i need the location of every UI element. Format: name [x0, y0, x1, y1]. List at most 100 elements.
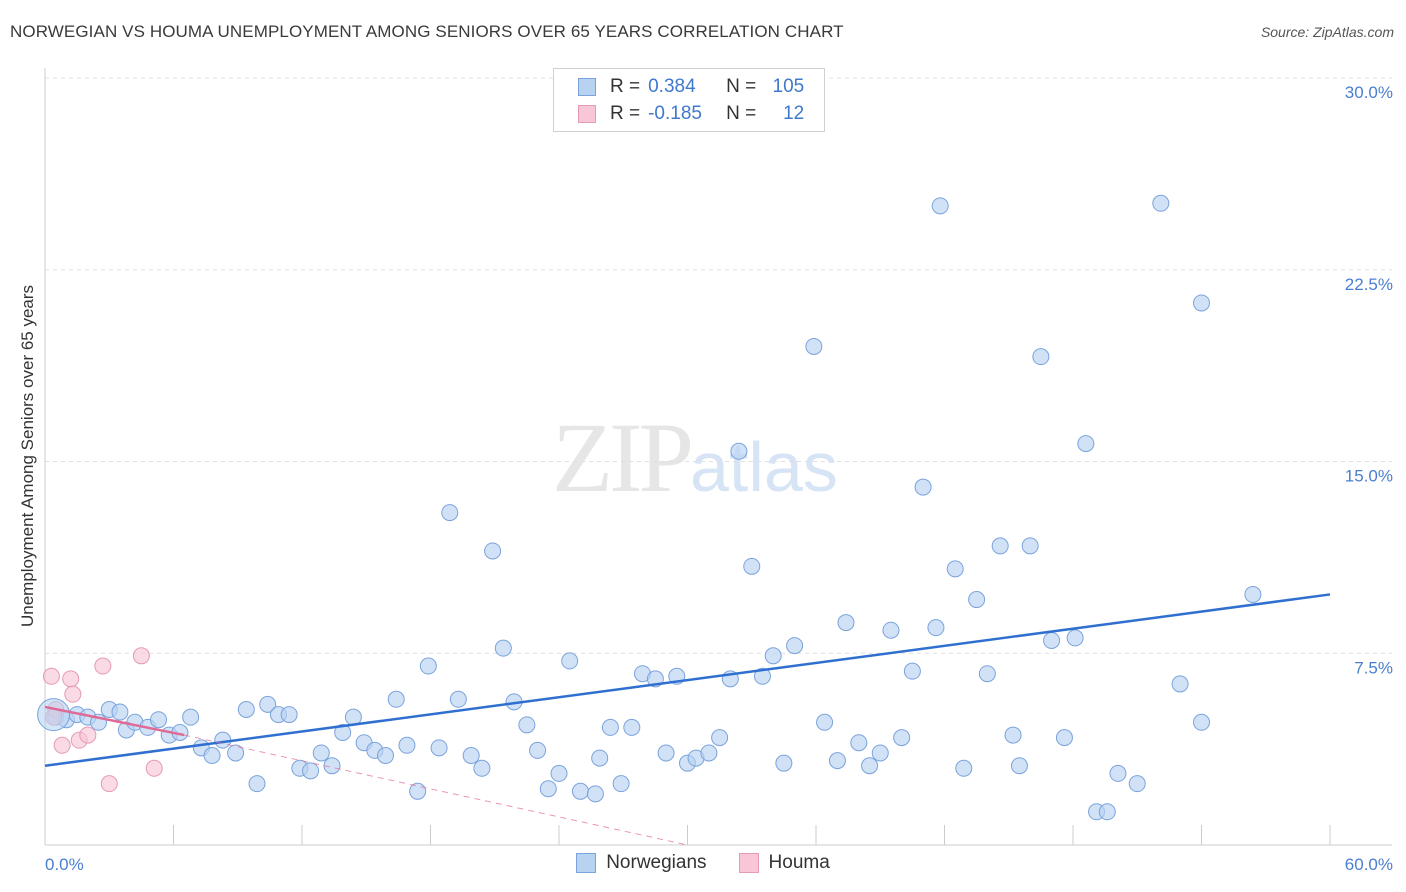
x-tick-label: 0.0% — [45, 855, 84, 874]
legend-n-label: N = — [726, 76, 757, 97]
point-norwegians — [280, 706, 298, 724]
stats-legend: R = 0.384 N = 105 R = -0.185 N = 12 — [553, 68, 825, 132]
point-norwegians — [623, 718, 641, 736]
point-houma — [100, 775, 118, 793]
y-tick-label: 22.5% — [1345, 275, 1393, 294]
point-norwegians — [419, 657, 437, 675]
point-norwegians — [248, 775, 266, 793]
legend-item-norwegians: Norwegians — [576, 852, 707, 874]
point-norwegians — [591, 749, 609, 767]
legend-label-norwegians: Norwegians — [606, 852, 707, 873]
point-norwegians — [203, 747, 221, 765]
point-norwegians — [312, 744, 330, 762]
point-norwegians — [1066, 629, 1084, 647]
point-norwegians — [1077, 435, 1095, 453]
point-norwegians — [430, 739, 448, 757]
point-norwegians — [786, 637, 804, 655]
legend-item-houma: Houma — [738, 852, 830, 874]
legend-r-label: R = — [610, 76, 641, 97]
point-norwegians — [473, 759, 491, 777]
point-norwegians — [571, 782, 589, 800]
point-norwegians — [1021, 537, 1039, 555]
point-norwegians — [377, 747, 395, 765]
point-norwegians — [1171, 675, 1189, 693]
point-norwegians — [1055, 729, 1073, 747]
point-houma — [132, 647, 150, 665]
point-norwegians — [850, 734, 868, 752]
watermark: ZIPatlas — [552, 400, 838, 515]
legend-swatch-houma — [578, 105, 596, 123]
point-norwegians — [387, 690, 405, 708]
point-norwegians — [1043, 631, 1061, 649]
legend-n-label: N = — [726, 103, 757, 124]
point-norwegians — [1193, 713, 1210, 731]
point-norwegians — [334, 724, 352, 742]
point-norwegians — [1244, 585, 1262, 603]
point-norwegians — [1032, 348, 1050, 366]
point-norwegians — [449, 690, 467, 708]
watermark-atlas: atlas — [690, 428, 838, 506]
point-norwegians — [882, 621, 900, 639]
point-norwegians — [657, 744, 675, 762]
point-norwegians — [955, 759, 973, 777]
point-norwegians — [462, 747, 480, 765]
point-norwegians — [237, 700, 255, 718]
point-cluster-norwegians — [37, 698, 71, 732]
point-norwegians — [494, 639, 512, 657]
point-houma — [42, 667, 60, 685]
point-norwegians — [150, 711, 168, 729]
watermark-zip: ZIP — [552, 402, 694, 513]
point-norwegians — [700, 744, 718, 762]
point-norwegians — [182, 708, 200, 726]
point-norwegians — [927, 619, 945, 637]
point-norwegians — [111, 703, 129, 721]
point-norwegians — [529, 741, 547, 759]
point-norwegians — [837, 614, 855, 632]
point-norwegians — [1128, 775, 1146, 793]
legend-swatch-houma — [738, 853, 759, 873]
point-houma — [79, 726, 97, 744]
point-norwegians — [764, 647, 782, 665]
point-norwegians — [601, 718, 619, 736]
point-norwegians — [914, 478, 932, 496]
point-houma — [64, 685, 82, 703]
point-norwegians — [1109, 764, 1127, 782]
point-norwegians — [775, 754, 793, 772]
point-norwegians — [871, 744, 889, 762]
x-tick-label: 60.0% — [1345, 855, 1393, 874]
legend-row-norwegians: R = 0.384 N = 105 — [578, 75, 804, 99]
point-norwegians — [612, 775, 630, 793]
trendline-norwegians — [44, 593, 1331, 767]
legend-row-houma: R = -0.185 N = 12 — [578, 102, 804, 126]
point-houma — [53, 736, 71, 754]
y-axis-label: Unemployment Among Seniors over 65 years — [18, 285, 37, 627]
chart-title: NORWEGIAN VS HOUMA UNEMPLOYMENT AMONG SE… — [10, 22, 844, 41]
point-norwegians — [518, 716, 536, 734]
point-norwegians — [753, 667, 771, 685]
point-norwegians — [302, 762, 320, 780]
point-norwegians — [805, 337, 823, 355]
legend-swatch-norwegians — [576, 853, 597, 873]
point-norwegians — [861, 757, 879, 775]
y-tick-label: 30.0% — [1345, 83, 1393, 102]
legend-swatch-norwegians — [578, 78, 596, 96]
point-norwegians — [730, 442, 748, 460]
point-norwegians — [1010, 757, 1028, 775]
point-norwegians — [991, 537, 1009, 555]
point-houma — [94, 657, 112, 675]
point-norwegians — [1193, 294, 1210, 312]
point-norwegians — [441, 504, 459, 522]
point-norwegians — [1004, 726, 1022, 744]
point-norwegians — [903, 662, 921, 680]
point-norwegians — [561, 652, 579, 670]
point-norwegians — [1098, 803, 1116, 821]
point-norwegians — [409, 782, 427, 800]
point-norwegians — [398, 736, 416, 754]
y-tick-label: 7.5% — [1354, 658, 1393, 677]
legend-n-value: 105 — [772, 76, 805, 97]
point-norwegians — [968, 591, 986, 609]
point-norwegians — [978, 665, 996, 683]
point-norwegians — [550, 764, 568, 782]
point-norwegians — [931, 197, 949, 215]
